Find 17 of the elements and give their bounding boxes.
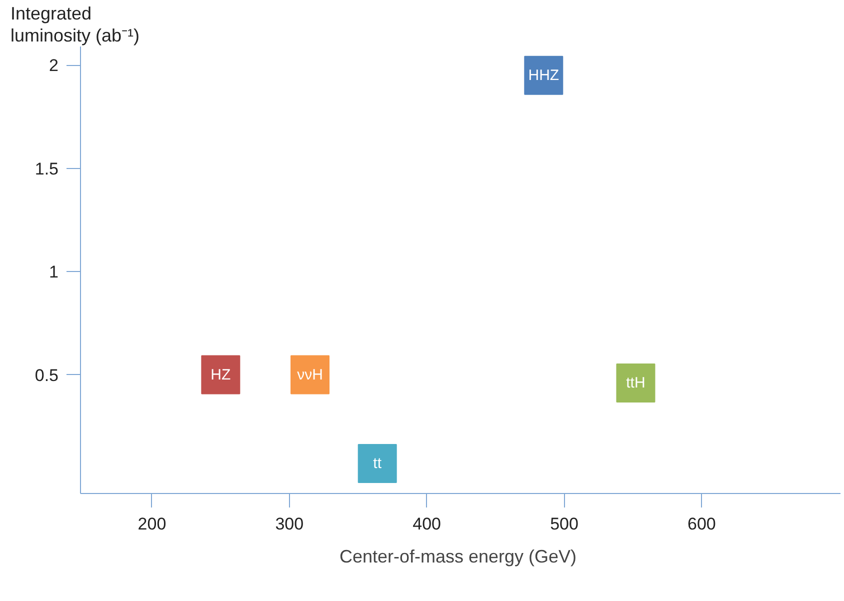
y-tick-label: 2	[49, 56, 59, 76]
series-label: HHZ	[528, 66, 560, 84]
y-axis-title: Integrated luminosity (ab⁻¹)	[10, 4, 140, 46]
point	[358, 444, 397, 484]
series-label: ννH	[297, 366, 323, 384]
x-tick-label: 600	[688, 514, 716, 534]
y-tick-label: 1.5	[34, 159, 59, 178]
y-tick-label: 1	[49, 262, 59, 282]
y-tick-label: 0.5	[34, 366, 59, 385]
x-axis-title: Center-of-mass energy (GeV)	[339, 546, 577, 566]
x-tick-label: 500	[550, 514, 578, 534]
x-tick-label: 300	[275, 514, 304, 534]
x-tick-label: 200	[138, 514, 166, 534]
series-label: HZ	[210, 366, 231, 384]
x-tick-label: 400	[412, 514, 442, 534]
series-label: ttH	[626, 374, 646, 392]
series-label: tt	[373, 455, 382, 472]
